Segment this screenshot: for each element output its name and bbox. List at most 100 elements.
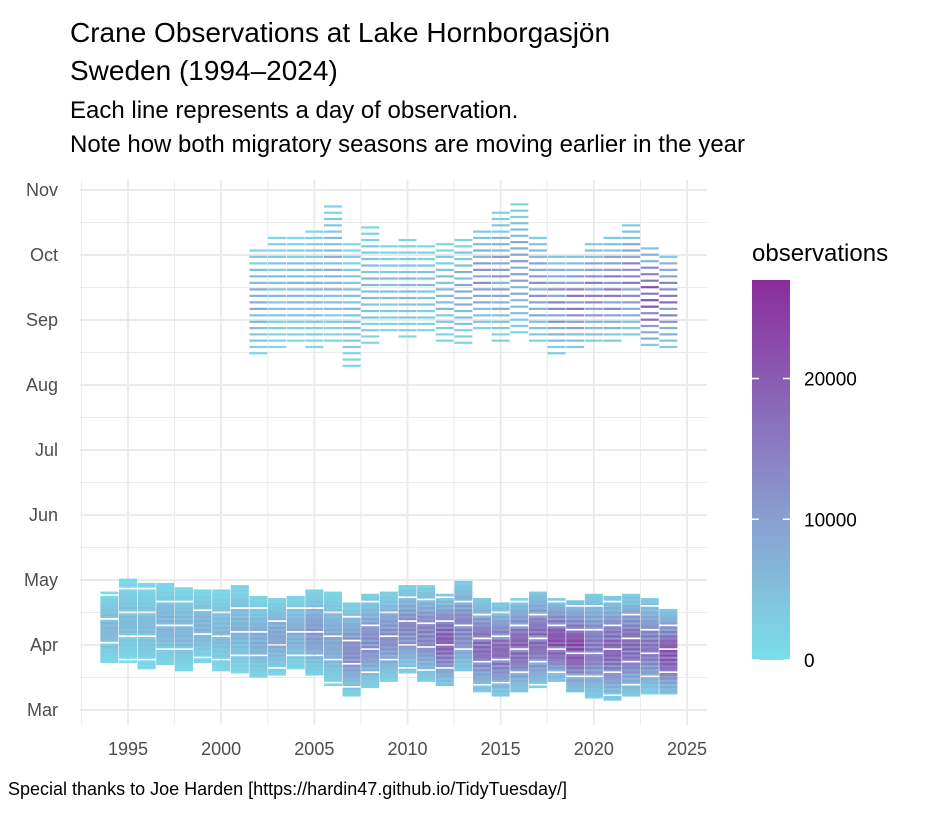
observation-spring-2013 — [454, 613, 473, 616]
observation-spring-2022 — [622, 656, 641, 659]
observation-spring-2020 — [584, 643, 603, 647]
observation-spring-2014 — [473, 598, 492, 601]
observation-spring-2000 — [212, 617, 231, 621]
observation-fall-2014 — [473, 288, 492, 291]
observation-fall-2002 — [249, 262, 268, 265]
observation-spring-2024 — [659, 637, 678, 640]
observation-fall-2022 — [622, 255, 641, 258]
observation-spring-2022 — [622, 641, 641, 645]
observation-spring-2011 — [417, 664, 436, 668]
observation-spring-1997 — [156, 654, 175, 657]
observation-spring-1997 — [156, 662, 175, 666]
observation-spring-2012 — [435, 606, 454, 610]
observation-fall-2002 — [249, 301, 268, 304]
observation-fall-2005 — [305, 249, 324, 252]
observation-spring-2001 — [230, 615, 249, 619]
observation-fall-2014 — [473, 320, 492, 323]
observation-spring-1998 — [174, 626, 193, 629]
observation-spring-2015 — [491, 662, 510, 666]
observation-fall-2007 — [342, 364, 361, 367]
observation-fall-2007 — [342, 301, 361, 304]
observation-fall-2021 — [603, 301, 622, 304]
observation-spring-2017 — [528, 670, 547, 674]
observation-spring-2014 — [473, 662, 492, 666]
observation-spring-1997 — [156, 613, 175, 616]
observation-spring-2015 — [491, 613, 510, 616]
observation-fall-2020 — [584, 294, 603, 297]
observation-fall-2006 — [323, 301, 342, 304]
observation-spring-2019 — [566, 666, 585, 670]
observation-spring-2009 — [379, 675, 398, 678]
observation-spring-2024 — [659, 619, 678, 623]
observation-spring-2021 — [603, 668, 622, 672]
observation-fall-2017 — [528, 314, 547, 317]
observation-spring-2002 — [249, 643, 268, 647]
observation-spring-2021 — [603, 658, 622, 661]
observation-fall-2008 — [361, 245, 380, 248]
observation-spring-1994 — [100, 621, 119, 625]
observation-spring-1996 — [137, 637, 156, 640]
observation-fall-2024 — [659, 339, 678, 342]
observation-spring-2013 — [454, 608, 473, 612]
observation-fall-2005 — [305, 320, 324, 323]
observation-spring-1995 — [119, 645, 137, 649]
observation-spring-2017 — [528, 675, 547, 678]
observation-spring-2018 — [547, 643, 566, 647]
observation-spring-2005 — [305, 651, 324, 655]
observation-spring-2017 — [528, 664, 547, 668]
observation-spring-1995 — [119, 656, 137, 659]
observation-spring-1999 — [193, 619, 212, 623]
observation-spring-2004 — [286, 664, 305, 668]
observation-fall-2019 — [566, 320, 585, 323]
observation-fall-2006 — [323, 288, 342, 291]
observation-spring-2003 — [268, 621, 287, 625]
observation-spring-2013 — [454, 615, 473, 619]
observation-spring-2014 — [473, 664, 492, 668]
observation-spring-2001 — [230, 613, 249, 616]
observation-spring-2000 — [212, 621, 231, 625]
observation-spring-2011 — [417, 649, 436, 653]
observation-spring-2003 — [268, 654, 287, 657]
observation-spring-2015 — [491, 643, 510, 647]
observation-spring-2002 — [249, 626, 268, 629]
observation-fall-2013 — [454, 270, 473, 274]
observation-spring-2019 — [566, 608, 585, 612]
observation-spring-2002 — [249, 668, 268, 672]
observation-spring-2018 — [547, 658, 566, 661]
observation-fall-2019 — [566, 333, 585, 336]
observation-spring-2014 — [473, 645, 492, 649]
observation-spring-2005 — [305, 649, 324, 653]
observation-fall-2008 — [361, 303, 380, 306]
observation-spring-1996 — [137, 660, 156, 663]
observation-fall-2019 — [566, 268, 585, 271]
observation-spring-2014 — [473, 634, 492, 638]
observation-spring-2010 — [398, 608, 417, 612]
observation-spring-2006 — [323, 639, 342, 642]
observation-spring-2014 — [473, 600, 492, 603]
observation-spring-2006 — [323, 668, 342, 672]
observation-spring-2003 — [268, 649, 287, 653]
observation-spring-2008 — [361, 641, 380, 645]
observation-fall-2015 — [491, 268, 510, 271]
observation-fall-2006 — [323, 211, 342, 214]
observation-spring-2006 — [323, 608, 342, 612]
observation-spring-2021 — [603, 675, 622, 678]
observation-spring-2018 — [547, 621, 566, 625]
observation-spring-1995 — [119, 600, 137, 603]
observation-spring-2016 — [510, 685, 529, 689]
observation-fall-2015 — [491, 314, 510, 317]
observation-spring-1998 — [174, 589, 193, 593]
observation-spring-2021 — [603, 632, 622, 636]
observation-spring-1997 — [156, 617, 175, 621]
observation-spring-2014 — [473, 602, 492, 606]
y-tick-label: Jul — [35, 440, 58, 460]
observation-spring-2006 — [323, 662, 342, 666]
observation-spring-2012 — [435, 637, 454, 640]
observation-spring-2010 — [398, 593, 417, 597]
observation-spring-2018 — [547, 639, 566, 642]
observation-fall-2022 — [622, 268, 641, 271]
observation-fall-2002 — [249, 294, 268, 297]
observation-spring-2002 — [249, 649, 268, 653]
observation-fall-2016 — [510, 215, 529, 219]
observation-spring-2009 — [379, 679, 398, 682]
